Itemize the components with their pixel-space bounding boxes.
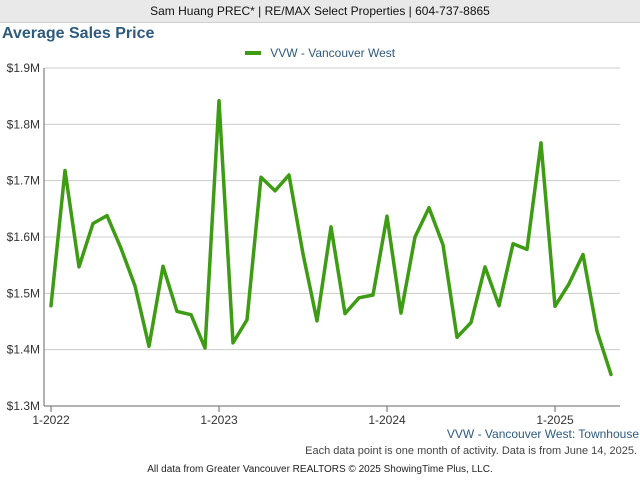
y-tick-label: $1.5M (7, 286, 40, 300)
data-point (147, 344, 151, 348)
series-line (49, 98, 613, 377)
data-point (455, 335, 459, 339)
data-point (175, 309, 179, 313)
x-tick-label: 1-2023 (200, 413, 238, 427)
data-point (511, 242, 515, 246)
data-point (329, 225, 333, 229)
data-point (483, 265, 487, 269)
data-point (343, 312, 347, 316)
series-caption: VVW - Vancouver West: Townhouse (446, 427, 639, 441)
data-source: All data from Greater Vancouver REALTORS… (147, 464, 493, 475)
data-point (189, 313, 193, 317)
data-point (161, 264, 165, 268)
data-point (609, 372, 613, 376)
data-point (427, 206, 431, 210)
data-point (63, 169, 67, 173)
data-point (413, 235, 417, 239)
data-point (217, 99, 221, 103)
data-point (231, 341, 235, 345)
data-point (595, 329, 599, 333)
data-point (287, 173, 291, 177)
data-point (259, 175, 263, 179)
data-point (497, 304, 501, 308)
data-point (203, 346, 207, 350)
legend-label: VVW - Vancouver West (270, 46, 396, 60)
data-point (91, 221, 95, 225)
data-note: Each data point is one month of activity… (305, 445, 637, 457)
data-point (371, 293, 375, 297)
data-point (385, 214, 389, 218)
data-point (245, 318, 249, 322)
x-tick-label: 1-2025 (536, 413, 574, 427)
data-point (567, 282, 571, 286)
data-point (315, 319, 319, 323)
y-tick-label: $1.4M (7, 343, 40, 357)
y-tick-label: $1.9M (7, 61, 40, 75)
data-point (399, 311, 403, 315)
x-tick-label: 1-2022 (32, 413, 70, 427)
data-point (105, 214, 109, 218)
data-point (539, 141, 543, 145)
y-tick-label: $1.6M (7, 230, 40, 244)
data-point (49, 304, 53, 308)
header-bar: Sam Huang PREC* | RE/MAX Select Properti… (0, 0, 640, 23)
legend-swatch-icon (244, 50, 261, 55)
header-text: Sam Huang PREC* | RE/MAX Select Properti… (150, 4, 490, 18)
data-point (441, 243, 445, 247)
x-tick-label: 1-2024 (368, 413, 406, 427)
data-point (77, 265, 81, 269)
y-tick-label: $1.8M (7, 117, 40, 131)
data-point (581, 252, 585, 256)
data-point (301, 252, 305, 256)
chart-title: Average Sales Price (2, 25, 155, 42)
data-point (273, 189, 277, 193)
data-point (133, 284, 137, 288)
data-point (357, 296, 361, 300)
data-point (525, 247, 529, 251)
y-tick-label: $1.3M (7, 399, 40, 413)
y-tick-label: $1.7M (7, 174, 40, 188)
data-point (553, 304, 557, 308)
chart-legend: VVW - Vancouver West (0, 46, 640, 60)
data-point (119, 246, 123, 250)
data-point (469, 321, 473, 325)
